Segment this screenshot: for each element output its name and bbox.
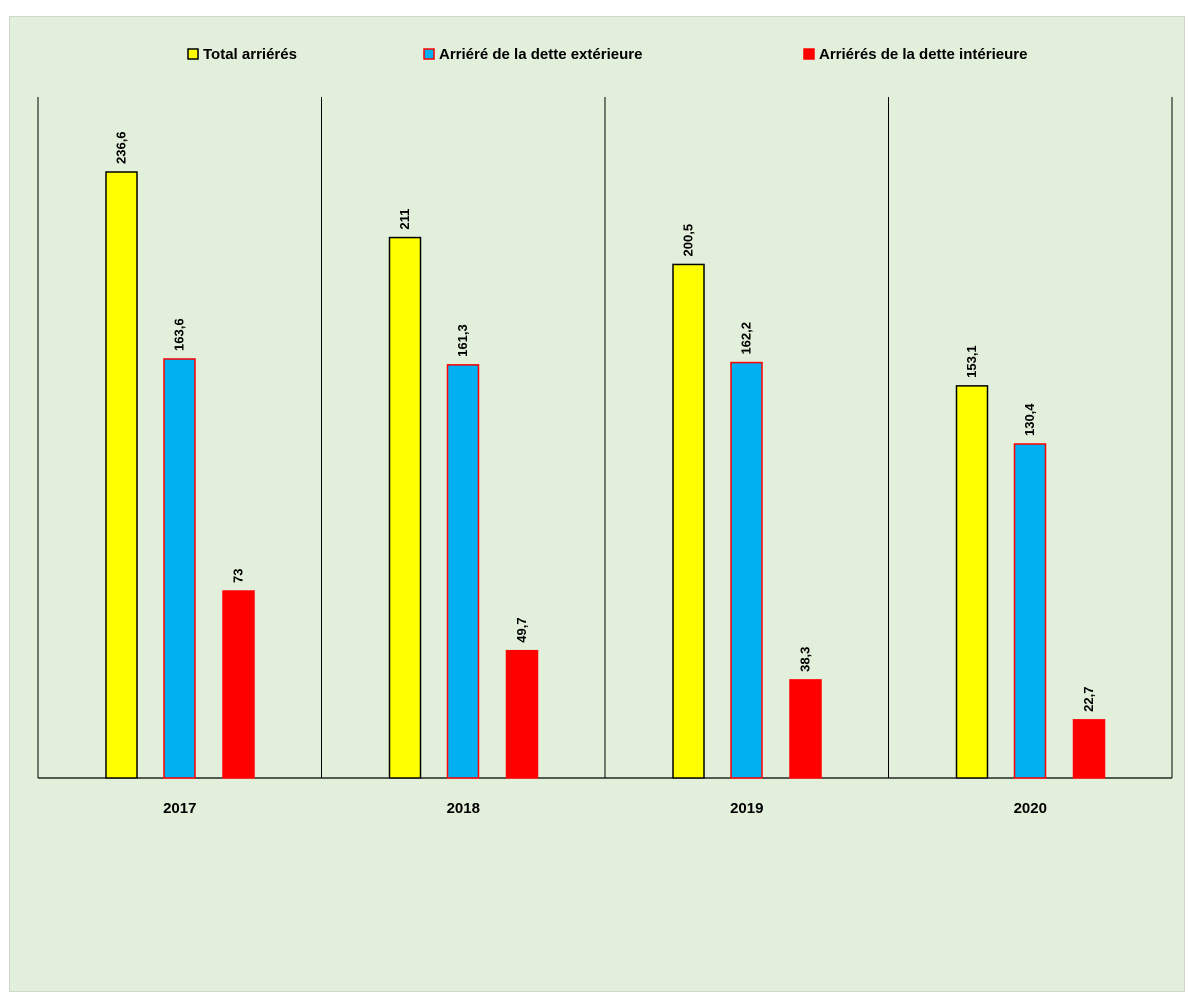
data-label-2019-series-2: 162,2: [739, 322, 754, 355]
legend-label-2: Arriéré de la dette extérieure: [439, 46, 642, 63]
bar-2017-series-3: [222, 590, 255, 779]
data-label-2017-series-3: 73: [231, 569, 246, 583]
bar-2019-series-3: [789, 679, 822, 779]
data-label-2020-series-1: 153,1: [964, 345, 979, 378]
x-tick-label-2020: 2020: [1014, 800, 1047, 817]
bar-2017-series-2: [163, 358, 196, 779]
data-label-2018-series-1: 211: [397, 209, 412, 230]
bar-2020-series-1: [955, 385, 989, 779]
bar-2018-series-2: [446, 364, 480, 779]
legend-swatch-1: [187, 48, 199, 60]
chart-area: Total arriérés Arriéré de la dette extéri…: [9, 16, 1185, 992]
bar-2019-series-2: [730, 361, 763, 779]
data-label-2019-series-1: 200,5: [681, 224, 696, 257]
bar-2018-series-1: [388, 236, 422, 779]
data-label-2018-series-3: 49,7: [514, 617, 529, 642]
bar-2020-series-3: [1072, 719, 1106, 779]
bar-2017-series-1: [105, 171, 138, 779]
legend-label-1: Total arriérés: [203, 46, 297, 63]
data-label-2020-series-3: 22,7: [1081, 687, 1096, 712]
bar-2020-series-2: [1013, 443, 1047, 779]
legend-swatch-2: [423, 48, 435, 60]
x-tick-label-2018: 2018: [447, 800, 480, 817]
data-label-2020-series-2: 130,4: [1022, 403, 1037, 436]
data-label-2018-series-2: 161,3: [455, 324, 470, 357]
x-tick-label-2017: 2017: [163, 800, 196, 817]
data-label-2019-series-3: 38,3: [798, 647, 813, 672]
bar-2019-series-1: [672, 263, 705, 779]
legend-label-3: Arriérés de la dette intérieure: [819, 46, 1027, 63]
data-label-2017-series-1: 236,6: [114, 131, 129, 164]
data-label-2017-series-2: 163,6: [172, 318, 187, 351]
x-tick-label-2019: 2019: [730, 800, 763, 817]
legend-swatch-3: [803, 48, 815, 60]
bar-2018-series-3: [505, 649, 539, 779]
